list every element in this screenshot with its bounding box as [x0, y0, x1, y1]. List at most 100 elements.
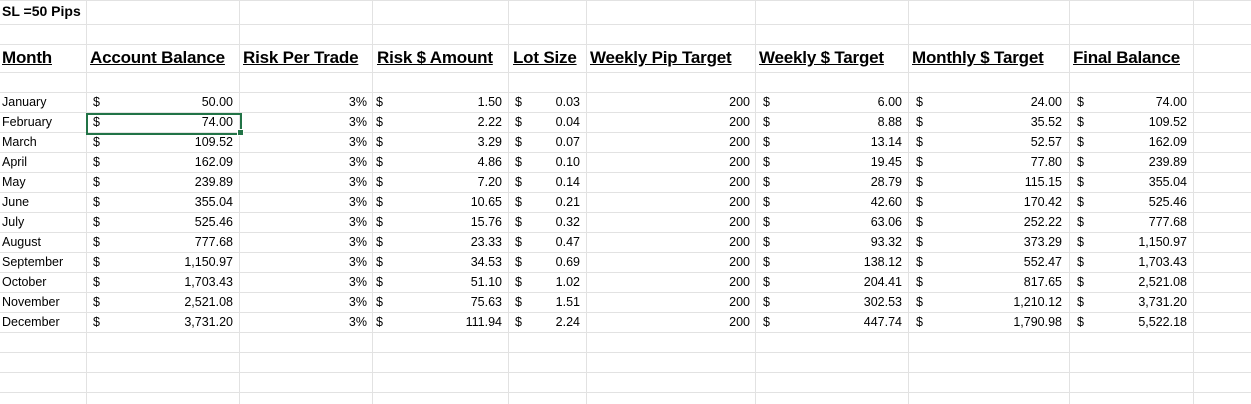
cell-monthly-target[interactable]: 170.42: [1023, 195, 1062, 209]
sheet-title-cell[interactable]: SL =50 Pips: [2, 3, 81, 19]
cell-risk-amount[interactable]: 7.20: [477, 175, 502, 189]
cell-risk-per-trade[interactable]: 3%: [348, 95, 367, 109]
cell-final-balance[interactable]: 1,703.43: [1138, 255, 1187, 269]
cell-weekly-pip-target[interactable]: 200: [729, 255, 750, 269]
cell-month[interactable]: April: [2, 155, 28, 169]
cell-risk-amount[interactable]: 2.22: [477, 115, 502, 129]
cell-risk-per-trade[interactable]: 3%: [348, 155, 367, 169]
cell-risk-amount[interactable]: 3.29: [477, 135, 502, 149]
cell-risk-per-trade[interactable]: 3%: [348, 115, 367, 129]
cell-weekly-target[interactable]: 42.60: [870, 195, 902, 209]
cell-lot-size[interactable]: 0.10: [555, 155, 580, 169]
cell-lot-size[interactable]: 0.47: [555, 235, 580, 249]
cell-weekly-pip-target[interactable]: 200: [729, 215, 750, 229]
header-risk-amount[interactable]: Risk $ Amount: [377, 48, 493, 67]
cell-account-balance[interactable]: 525.46: [194, 215, 233, 229]
cell-risk-amount[interactable]: 15.76: [470, 215, 502, 229]
cell-month[interactable]: August: [2, 235, 41, 249]
cell-weekly-target[interactable]: 28.79: [870, 175, 902, 189]
cell-account-balance[interactable]: 777.68: [194, 235, 233, 249]
cell-monthly-target[interactable]: 77.80: [1030, 155, 1062, 169]
cell-account-balance[interactable]: 50.00: [201, 95, 233, 109]
header-monthly-target[interactable]: Monthly $ Target: [912, 48, 1044, 67]
cell-lot-size[interactable]: 0.69: [555, 255, 580, 269]
cell-monthly-target[interactable]: 115.15: [1024, 175, 1062, 189]
fill-handle[interactable]: [237, 129, 244, 136]
cell-monthly-target[interactable]: 52.57: [1030, 135, 1062, 149]
header-risk-per-trade[interactable]: Risk Per Trade: [243, 48, 359, 67]
cell-risk-amount[interactable]: 51.10: [470, 275, 502, 289]
cell-month[interactable]: November: [2, 295, 60, 309]
cell-final-balance[interactable]: 2,521.08: [1138, 275, 1187, 289]
cell-month[interactable]: February: [2, 115, 53, 129]
cell-risk-amount[interactable]: 34.53: [470, 255, 502, 269]
cell-final-balance[interactable]: 109.52: [1148, 115, 1187, 129]
cell-risk-per-trade[interactable]: 3%: [348, 235, 367, 249]
cell-weekly-target[interactable]: 138.12: [863, 255, 902, 269]
cell-month[interactable]: June: [2, 195, 30, 209]
cell-weekly-pip-target[interactable]: 200: [729, 95, 750, 109]
cell-weekly-target[interactable]: 13.14: [870, 135, 902, 149]
cell-risk-amount[interactable]: 1.50: [477, 95, 502, 109]
cell-month[interactable]: January: [2, 95, 47, 109]
cell-weekly-pip-target[interactable]: 200: [729, 315, 750, 329]
cell-weekly-target[interactable]: 204.41: [863, 275, 902, 289]
cell-risk-per-trade[interactable]: 3%: [348, 295, 367, 309]
cell-lot-size[interactable]: 0.03: [555, 95, 580, 109]
cell-risk-amount[interactable]: 10.65: [470, 195, 502, 209]
cell-account-balance[interactable]: 74.00: [201, 115, 233, 129]
cell-lot-size[interactable]: 0.21: [555, 195, 580, 209]
cell-risk-per-trade[interactable]: 3%: [348, 175, 367, 189]
cell-risk-per-trade[interactable]: 3%: [348, 195, 367, 209]
cell-account-balance[interactable]: 109.52: [194, 135, 233, 149]
cell-weekly-pip-target[interactable]: 200: [729, 275, 750, 289]
cell-weekly-pip-target[interactable]: 200: [729, 155, 750, 169]
cell-final-balance[interactable]: 5,522.18: [1138, 315, 1187, 329]
cell-final-balance[interactable]: 162.09: [1148, 135, 1187, 149]
cell-weekly-target[interactable]: 302.53: [863, 295, 902, 309]
cell-account-balance[interactable]: 355.04: [194, 195, 233, 209]
cell-lot-size[interactable]: 0.14: [555, 175, 580, 189]
cell-monthly-target[interactable]: 1,790.98: [1013, 315, 1062, 329]
cell-final-balance[interactable]: 1,150.97: [1138, 235, 1187, 249]
cell-weekly-target[interactable]: 19.45: [870, 155, 902, 169]
cell-lot-size[interactable]: 0.32: [555, 215, 580, 229]
cell-monthly-target[interactable]: 552.47: [1023, 255, 1062, 269]
cell-monthly-target[interactable]: 817.65: [1023, 275, 1062, 289]
cell-month[interactable]: December: [2, 315, 60, 329]
header-weekly-target[interactable]: Weekly $ Target: [759, 48, 884, 67]
cell-lot-size[interactable]: 2.24: [555, 315, 580, 329]
header-account-balance[interactable]: Account Balance: [90, 48, 225, 67]
cell-risk-per-trade[interactable]: 3%: [348, 135, 367, 149]
cell-weekly-target[interactable]: 447.74: [863, 315, 902, 329]
cell-risk-per-trade[interactable]: 3%: [348, 275, 367, 289]
cell-lot-size[interactable]: 1.51: [555, 295, 580, 309]
cell-final-balance[interactable]: 74.00: [1155, 95, 1187, 109]
cell-monthly-target[interactable]: 373.29: [1023, 235, 1062, 249]
cell-monthly-target[interactable]: 1,210.12: [1013, 295, 1062, 309]
cell-monthly-target[interactable]: 252.22: [1023, 215, 1062, 229]
cell-risk-per-trade[interactable]: 3%: [348, 315, 367, 329]
cell-risk-per-trade[interactable]: 3%: [348, 215, 367, 229]
cell-risk-amount[interactable]: 23.33: [470, 235, 502, 249]
cell-monthly-target[interactable]: 35.52: [1030, 115, 1062, 129]
cell-month[interactable]: March: [2, 135, 37, 149]
cell-weekly-pip-target[interactable]: 200: [729, 195, 750, 209]
cell-weekly-pip-target[interactable]: 200: [729, 115, 750, 129]
cell-month[interactable]: October: [2, 275, 47, 289]
cell-month[interactable]: September: [2, 255, 64, 269]
cell-month[interactable]: May: [2, 175, 26, 189]
cell-lot-size[interactable]: 0.07: [555, 135, 580, 149]
cell-final-balance[interactable]: 525.46: [1148, 195, 1187, 209]
cell-account-balance[interactable]: 1,150.97: [184, 255, 233, 269]
cell-risk-amount[interactable]: 75.63: [470, 295, 502, 309]
cell-account-balance[interactable]: 162.09: [194, 155, 233, 169]
cell-account-balance[interactable]: 2,521.08: [184, 295, 233, 309]
cell-weekly-pip-target[interactable]: 200: [729, 295, 750, 309]
cell-account-balance[interactable]: 1,703.43: [184, 275, 233, 289]
cell-weekly-target[interactable]: 8.88: [877, 115, 902, 129]
cell-final-balance[interactable]: 3,731.20: [1138, 295, 1187, 309]
cell-monthly-target[interactable]: 24.00: [1030, 95, 1062, 109]
header-final-balance[interactable]: Final Balance: [1073, 48, 1180, 67]
